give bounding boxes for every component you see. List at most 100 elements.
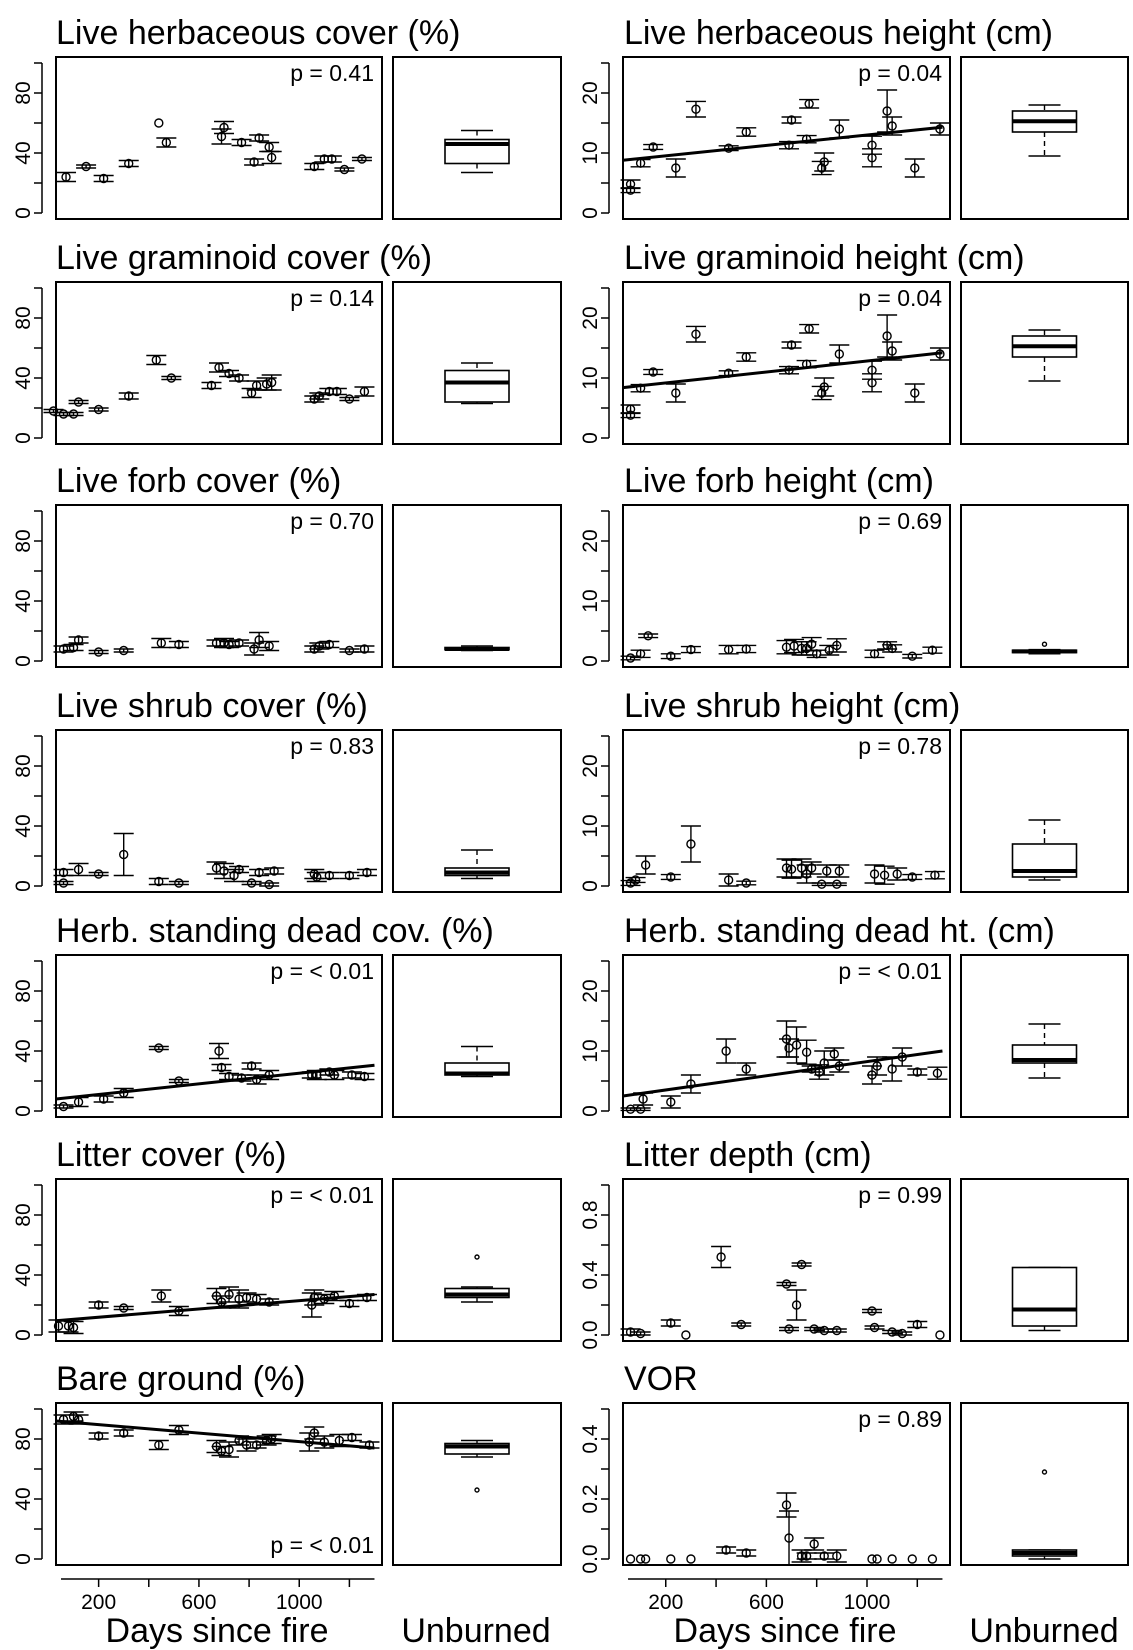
data-point bbox=[154, 118, 164, 128]
data-point bbox=[319, 1294, 330, 1304]
data-point bbox=[68, 1411, 79, 1422]
panel-7: Live shrub height (cm) 0 10 20 p = 0.78 bbox=[579, 687, 1129, 893]
y-tick-label: 10 bbox=[579, 589, 602, 612]
data-point bbox=[73, 864, 84, 875]
data-point bbox=[154, 1440, 164, 1450]
x-tick-label: 1000 bbox=[844, 1591, 891, 1614]
data-point bbox=[58, 867, 69, 878]
box-iqr bbox=[1011, 1266, 1078, 1327]
data-point bbox=[329, 1070, 340, 1080]
y-tick-label: 20 bbox=[579, 81, 602, 104]
data-point bbox=[804, 99, 814, 109]
y-tick-label: 20 bbox=[579, 529, 602, 552]
panel-title: Live graminoid height (cm) bbox=[624, 239, 1025, 277]
y-tick-label: 20 bbox=[579, 979, 602, 1002]
data-point bbox=[809, 1539, 819, 1549]
y-tick-label: 0.2 bbox=[579, 1484, 602, 1513]
data-point bbox=[161, 137, 172, 148]
data-point bbox=[264, 142, 274, 152]
data-point bbox=[832, 879, 842, 889]
y-tick-label: 0 bbox=[579, 1105, 602, 1117]
data-point bbox=[796, 863, 807, 873]
outlier-point bbox=[474, 1487, 480, 1493]
data-point bbox=[93, 1431, 104, 1441]
data-point bbox=[723, 368, 734, 378]
x-tick-label: 1000 bbox=[276, 1591, 323, 1614]
data-point bbox=[58, 644, 69, 654]
data-point bbox=[73, 635, 84, 645]
data-point bbox=[630, 875, 641, 885]
box-frame bbox=[392, 1178, 562, 1342]
data-point bbox=[224, 1289, 234, 1300]
data-point bbox=[910, 163, 920, 173]
y-tick-label: 0 bbox=[12, 1329, 35, 1341]
data-point bbox=[266, 1434, 277, 1444]
data-point bbox=[251, 380, 262, 391]
scatter-frame bbox=[55, 954, 383, 1118]
data-point bbox=[822, 866, 832, 876]
data-point bbox=[907, 872, 917, 882]
panel-10: Litter cover (%) 0 40 80 p = < 0.01 bbox=[12, 1136, 562, 1342]
data-point bbox=[93, 404, 104, 415]
data-point bbox=[912, 1067, 922, 1077]
data-point bbox=[241, 1292, 252, 1303]
y-tick-label: 0 bbox=[579, 207, 602, 219]
data-point bbox=[887, 1064, 897, 1074]
p-value-label: p = 0.41 bbox=[290, 60, 374, 86]
data-point bbox=[81, 161, 91, 172]
box-frame bbox=[960, 1402, 1129, 1566]
panel-title: Live graminoid cover (%) bbox=[56, 239, 432, 277]
data-point bbox=[216, 131, 227, 142]
y-tick-label: 0.8 bbox=[579, 1200, 602, 1229]
data-point bbox=[359, 644, 370, 654]
data-point bbox=[796, 1259, 807, 1270]
data-point bbox=[309, 869, 319, 879]
data-point bbox=[347, 1432, 357, 1443]
data-point bbox=[640, 860, 651, 870]
y-tick-label: 40 bbox=[12, 1263, 35, 1286]
data-point bbox=[781, 1279, 792, 1289]
data-point bbox=[93, 647, 104, 657]
data-point bbox=[819, 1551, 829, 1561]
data-point bbox=[723, 143, 734, 153]
scatter-frame bbox=[55, 1178, 383, 1342]
data-point bbox=[791, 1300, 802, 1310]
data-point bbox=[635, 649, 646, 659]
box-frame bbox=[392, 729, 562, 893]
panel-title: Live herbaceous cover (%) bbox=[56, 14, 460, 52]
data-point bbox=[832, 640, 842, 651]
data-point bbox=[98, 1094, 109, 1104]
data-point bbox=[635, 1328, 646, 1339]
scatter-frame bbox=[622, 954, 951, 1118]
data-point bbox=[811, 649, 822, 659]
data-point bbox=[234, 864, 244, 875]
data-point bbox=[804, 324, 814, 334]
data-point bbox=[806, 863, 817, 873]
data-point bbox=[781, 863, 792, 873]
y-tick-label: 0.0 bbox=[579, 1320, 602, 1349]
data-point bbox=[364, 1440, 375, 1450]
y-tick-label: 0 bbox=[12, 432, 35, 444]
data-point bbox=[234, 1435, 244, 1446]
y-tick-label: 0 bbox=[12, 880, 35, 892]
data-point bbox=[686, 839, 696, 849]
p-value-label: p = < 0.01 bbox=[838, 958, 942, 984]
data-point bbox=[817, 879, 827, 889]
panel-title: Herb. standing dead cov. (%) bbox=[56, 912, 494, 950]
data-point bbox=[214, 1046, 224, 1056]
data-point bbox=[73, 1414, 84, 1425]
data-point bbox=[741, 1548, 751, 1558]
data-point bbox=[635, 383, 646, 393]
data-point bbox=[801, 1551, 812, 1561]
data-point bbox=[832, 1325, 842, 1336]
panel-11: Litter depth (cm) 0.0 0.4 0.8 p = 0.99 bbox=[579, 1136, 1129, 1350]
data-point bbox=[93, 869, 104, 879]
data-point bbox=[786, 115, 797, 125]
y-tick-label: 0 bbox=[579, 655, 602, 667]
data-point bbox=[309, 1428, 319, 1438]
panel-title: Live shrub height (cm) bbox=[624, 687, 960, 725]
data-point bbox=[304, 1437, 314, 1447]
data-point bbox=[154, 876, 164, 887]
data-point bbox=[249, 644, 259, 654]
